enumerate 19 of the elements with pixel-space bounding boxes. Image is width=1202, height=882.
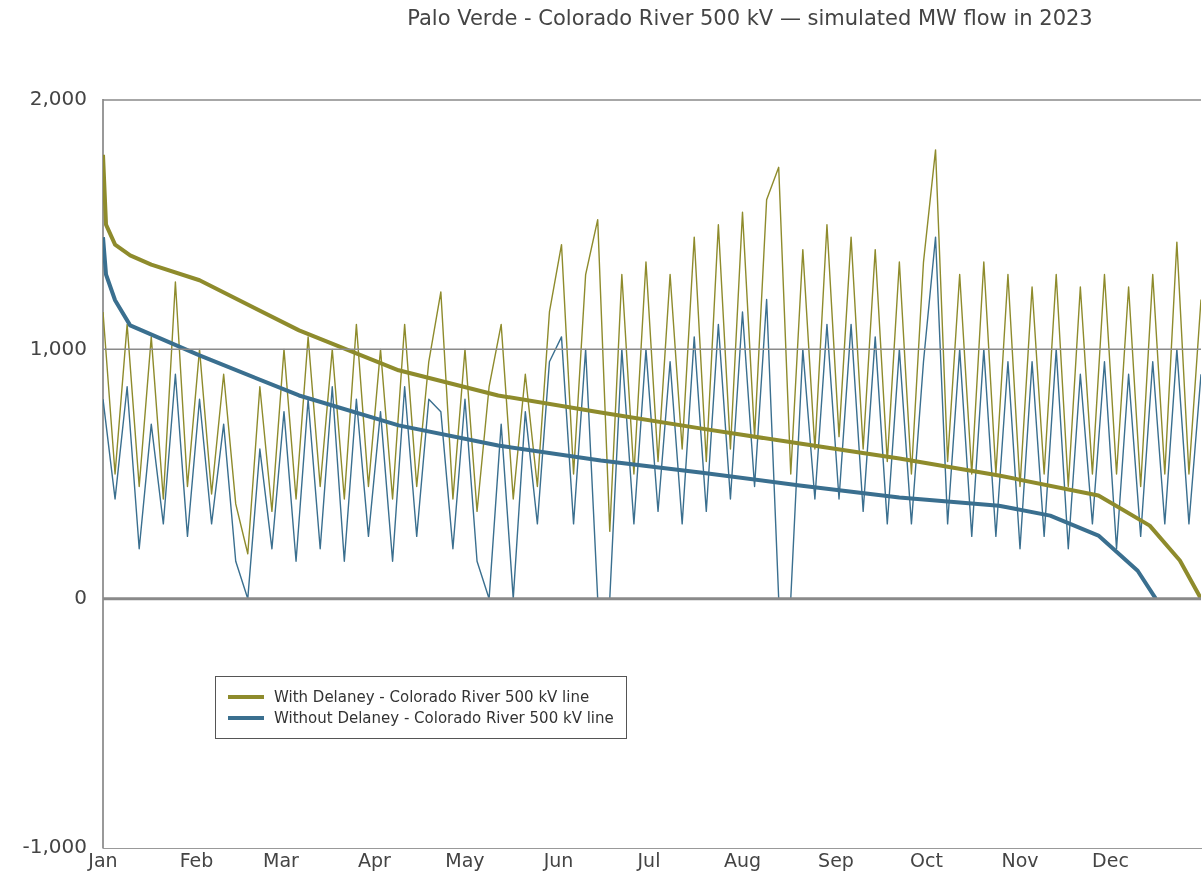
x-tick-label: Jun [542,849,574,872]
y-tick-label: 1,000 [29,335,87,360]
x-tick-label: Feb [179,849,214,872]
y-tick-label: 0 [74,584,87,609]
x-tick-label: Oct [910,849,943,872]
y-tick-label: -1,000 [22,834,87,859]
legend-label: Without Delaney - Colorado River 500 kV line [274,709,614,727]
x-tick-label: May [445,849,485,872]
x-tick-label: Nov [1001,849,1039,872]
x-tick-label: Apr [358,849,392,872]
x-tick-label: Aug [723,849,762,872]
x-tick-label: Jan [87,849,118,872]
x-tick-label: Jul [636,849,661,872]
legend-label: With Delaney - Colorado River 500 kV line [274,688,590,706]
x-tick-label: Mar [263,849,300,872]
x-tick-label: Dec [1092,849,1129,872]
x-tick-label: Sep [818,849,854,872]
chart-title: Palo Verde - Colorado River 500 kV — simulated MW flow in 2023 [406,6,1094,30]
y-tick-label: 2,000 [29,86,87,111]
